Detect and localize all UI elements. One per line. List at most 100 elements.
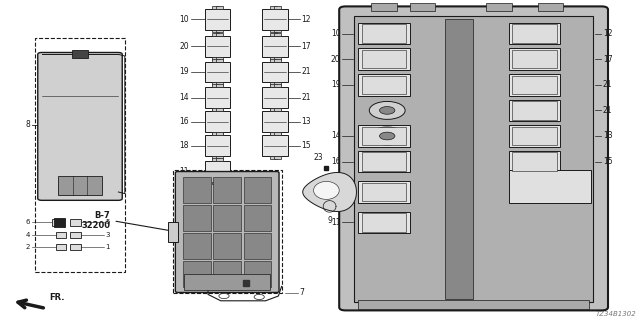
Bar (216, 108, 223, 111)
Bar (72, 50, 88, 58)
Text: 23: 23 (314, 153, 324, 162)
Bar (274, 59, 281, 61)
Bar (362, 152, 406, 171)
Text: 14: 14 (179, 93, 189, 102)
Bar (205, 36, 230, 57)
Bar (212, 132, 219, 135)
Bar (168, 222, 178, 242)
Bar (56, 232, 66, 238)
Text: FR.: FR. (49, 293, 65, 302)
Bar (216, 132, 223, 135)
Bar (362, 76, 406, 94)
Bar (262, 61, 288, 82)
Bar (362, 50, 406, 68)
Text: 18: 18 (179, 141, 189, 150)
Bar (212, 57, 219, 60)
Bar (216, 108, 223, 111)
Circle shape (219, 293, 229, 299)
Bar (216, 6, 223, 9)
Text: 13: 13 (301, 117, 311, 126)
Text: 7: 7 (300, 288, 305, 297)
Text: 4: 4 (26, 232, 30, 238)
Text: 17: 17 (603, 55, 612, 64)
Bar (35, 38, 125, 272)
Bar (358, 74, 410, 96)
Bar (358, 125, 410, 147)
Bar (362, 24, 406, 43)
Bar (70, 244, 81, 250)
Bar (244, 205, 271, 231)
Text: 10: 10 (331, 29, 340, 38)
Bar (212, 132, 219, 135)
Bar (212, 82, 219, 85)
Bar (212, 29, 219, 32)
Bar (358, 151, 410, 172)
Bar (358, 48, 410, 70)
Text: 21: 21 (603, 106, 612, 115)
Bar (509, 125, 560, 147)
Text: 18: 18 (331, 188, 340, 196)
Bar (216, 158, 223, 161)
Text: 10: 10 (179, 15, 189, 24)
Bar (213, 260, 241, 287)
Bar (274, 57, 281, 60)
Bar (216, 181, 223, 184)
Bar (274, 29, 281, 32)
Text: 13: 13 (603, 132, 612, 140)
Bar (269, 33, 276, 36)
Bar (56, 244, 66, 250)
Bar (205, 135, 230, 156)
Bar (362, 183, 406, 201)
Text: 9: 9 (327, 216, 332, 225)
Bar (269, 82, 276, 85)
Bar (70, 219, 81, 226)
Bar (212, 33, 219, 36)
Text: 20: 20 (179, 42, 189, 51)
Bar (269, 156, 276, 159)
Text: 15: 15 (603, 157, 612, 166)
Text: TZ34B1302: TZ34B1302 (596, 311, 637, 317)
Text: 12: 12 (301, 15, 311, 24)
Bar (358, 181, 410, 203)
Text: 32200: 32200 (81, 221, 110, 230)
Bar (213, 233, 241, 259)
Text: 11: 11 (179, 167, 189, 176)
Bar (216, 57, 223, 60)
Circle shape (369, 101, 405, 119)
Bar (212, 156, 219, 159)
Bar (212, 108, 219, 111)
Bar (354, 16, 593, 302)
Bar (212, 181, 219, 184)
Bar (216, 29, 223, 32)
Bar (509, 23, 560, 44)
Bar (244, 177, 271, 204)
Bar (262, 36, 288, 57)
Bar (486, 3, 512, 11)
Bar (216, 33, 223, 36)
Bar (205, 9, 230, 30)
Bar (262, 135, 288, 156)
Bar (274, 108, 281, 111)
Bar (205, 87, 230, 108)
Bar (512, 50, 557, 68)
Bar (216, 132, 223, 135)
Bar (512, 152, 557, 171)
Bar (184, 274, 270, 290)
Bar (512, 76, 557, 94)
Bar (512, 24, 557, 43)
Circle shape (369, 127, 405, 145)
Bar (212, 6, 219, 9)
Bar (216, 84, 223, 87)
Bar (244, 233, 271, 259)
Bar (212, 108, 219, 111)
Text: 16: 16 (331, 157, 340, 166)
Bar (358, 23, 410, 44)
Bar (274, 108, 281, 111)
Text: 17: 17 (301, 42, 311, 51)
FancyBboxPatch shape (175, 172, 279, 292)
Bar (509, 48, 560, 70)
Bar (269, 6, 276, 9)
Bar (362, 127, 406, 145)
Bar (371, 3, 397, 11)
Text: 8: 8 (26, 120, 30, 129)
